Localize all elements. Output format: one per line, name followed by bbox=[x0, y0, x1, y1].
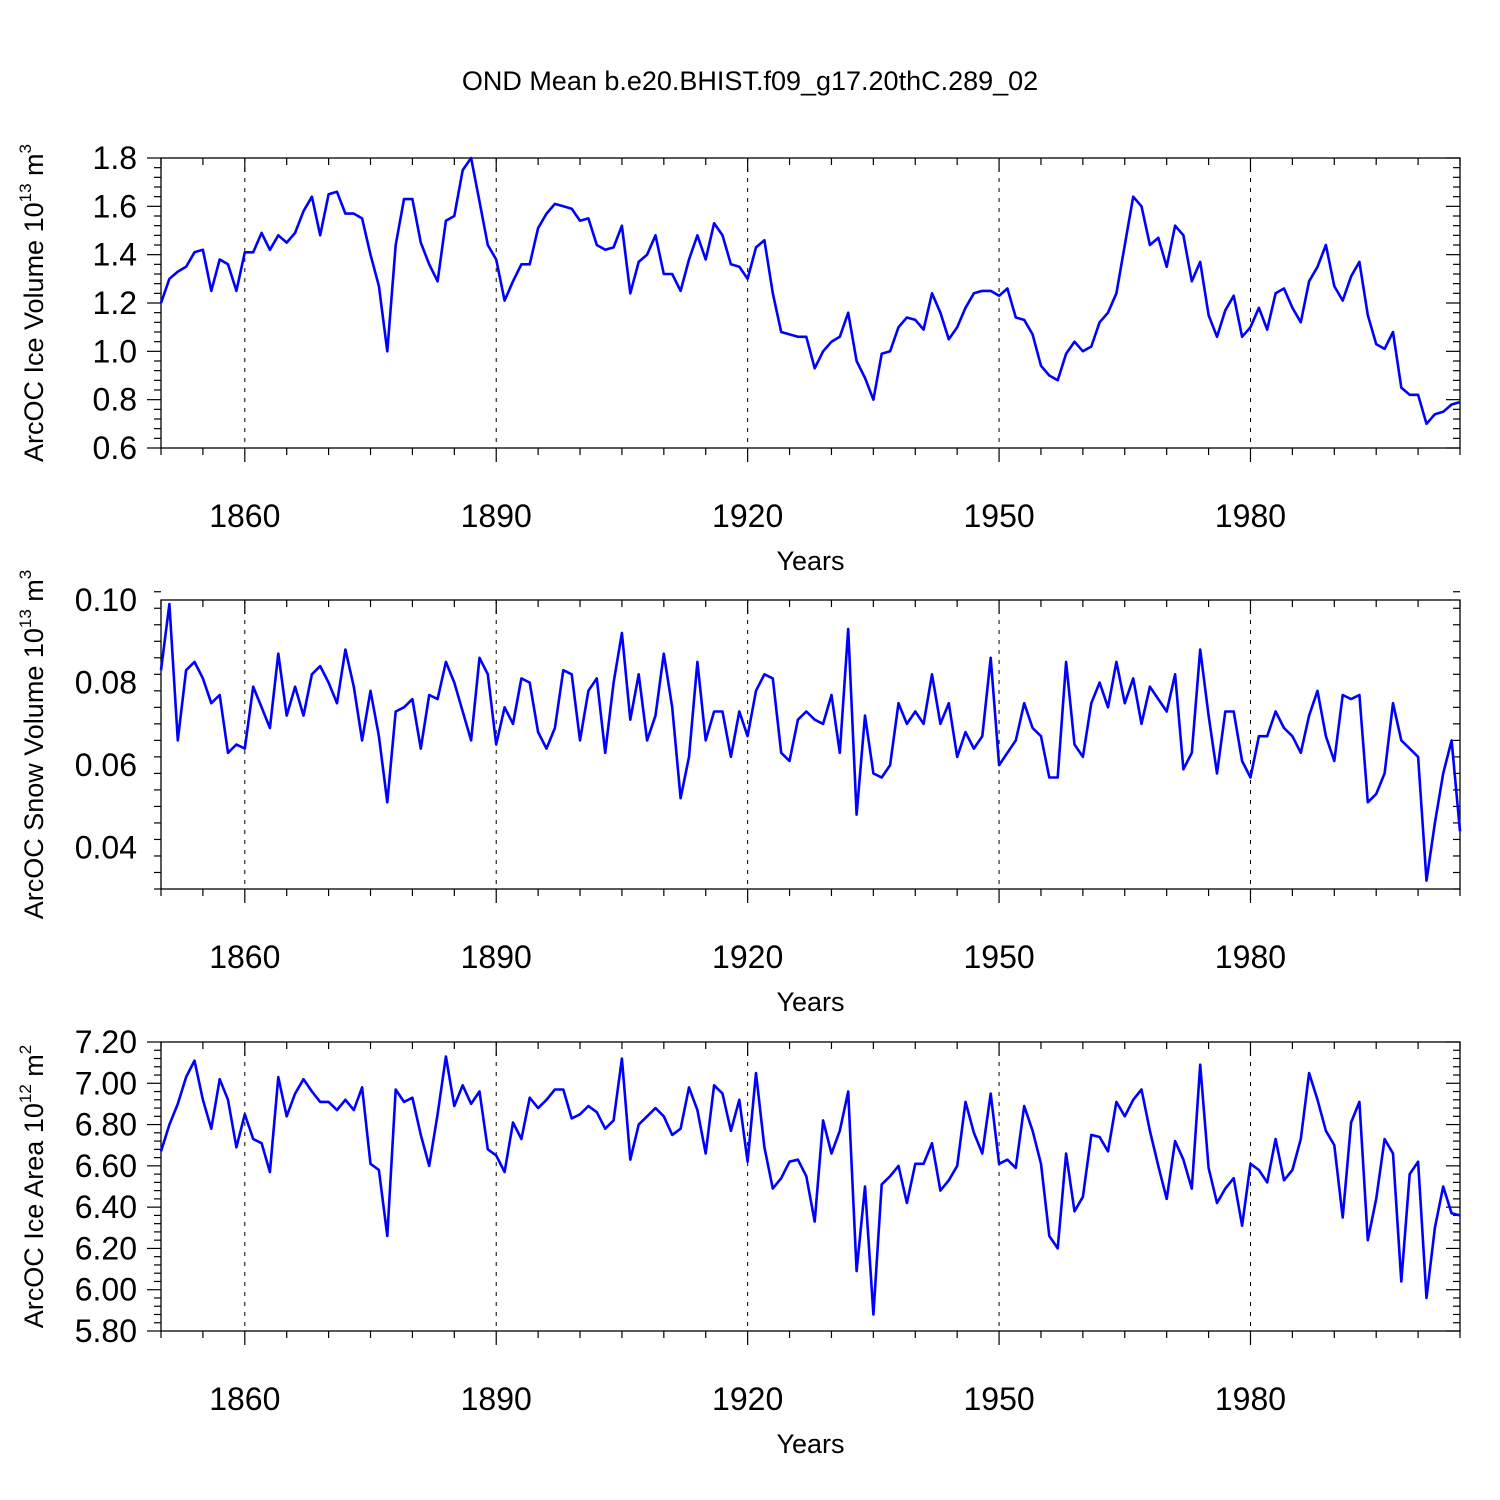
panel-ice-area-xlabel: Years bbox=[776, 1429, 844, 1459]
panel-snow-volume-series-line bbox=[159, 602, 1462, 883]
panel-ice-volume-ylabel: ArcOC Ice Volume 1013 m3 bbox=[16, 144, 49, 462]
panel-ice-volume-ylabel-unit-exp: 3 bbox=[16, 144, 35, 153]
panel-snow-volume-ylabel: ArcOC Snow Volume 1013 m3 bbox=[16, 570, 49, 920]
panel-snow-volume-frame bbox=[160, 599, 1461, 890]
panel-snow-volume-xtick-label: 1860 bbox=[209, 939, 280, 975]
panel-ice-volume-ytick-label: 1.6 bbox=[93, 188, 137, 224]
panel-ice-area-xtick-label: 1950 bbox=[963, 1381, 1034, 1417]
panel-ice-volume-ylabel-main: ArcOC Ice Volume 10 bbox=[19, 202, 49, 462]
panel-ice-area-ylabel-unit-exp: 2 bbox=[16, 1045, 35, 1054]
panel-ice-area-xtick-label: 1890 bbox=[461, 1381, 532, 1417]
panel-ice-volume-ytick-label: 1.0 bbox=[93, 333, 137, 369]
panel-snow-volume-ylabel-unit-exp: 3 bbox=[16, 570, 35, 579]
panel-ice-area-series-line bbox=[159, 1055, 1461, 1316]
figure-title: OND Mean b.e20.BHIST.f09_g17.20thC.289_0… bbox=[462, 66, 1038, 96]
panel-ice-volume: 0.6 0.8 1.0 1.2 1.4 1.6 1.8 1860 1890 1920 1950 198… bbox=[16, 140, 1461, 576]
panel-ice-area-xtick-label: 1980 bbox=[1215, 1381, 1286, 1417]
panel-ice-area-ytick-label: 6.60 bbox=[75, 1148, 137, 1184]
panel-ice-volume-xtick-label: 1980 bbox=[1215, 498, 1286, 534]
panel-ice-volume-ytick-label: 0.6 bbox=[93, 430, 137, 466]
panel-snow-volume-xtick-label: 1920 bbox=[712, 939, 783, 975]
panel-ice-volume-ytick-label: 1.2 bbox=[93, 285, 137, 321]
panel-snow-volume-xtick-label: 1980 bbox=[1215, 939, 1286, 975]
panel-ice-volume-xtick-label: 1950 bbox=[963, 498, 1034, 534]
panel-snow-volume-ytick-label: 0.10 bbox=[75, 582, 137, 618]
panel-ice-area: 5.80 6.00 6.20 6.40 6.60 6.80 7.00 7.20 1860 1890… bbox=[16, 1024, 1461, 1459]
panel-ice-area-ytick-label: 6.00 bbox=[75, 1272, 137, 1308]
panel-snow-volume-xtick-label: 1950 bbox=[963, 939, 1034, 975]
panel-ice-volume-ylabel-unit: m bbox=[19, 153, 49, 183]
panel-snow-volume-ytick-label: 0.06 bbox=[75, 747, 137, 783]
panel-ice-area-ytick-label: 6.80 bbox=[75, 1107, 137, 1143]
panel-snow-volume-ylabel-main: ArcOC Snow Volume 10 bbox=[19, 628, 49, 919]
panel-ice-area-ylabel-main: ArcOC Ice Area 10 bbox=[19, 1103, 49, 1328]
panel-ice-volume-frame bbox=[160, 157, 1461, 449]
panel-snow-volume-ytick-label: 0.04 bbox=[75, 830, 137, 866]
panel-ice-volume-series-line bbox=[159, 156, 1461, 426]
panel-ice-volume-ytick-label: 0.8 bbox=[93, 382, 137, 418]
panels: 0.6 0.8 1.0 1.2 1.4 1.6 1.8 1860 1890 1920 1950 198… bbox=[16, 140, 1462, 1459]
panel-ice-volume-ylabel-exp: 13 bbox=[16, 183, 35, 202]
panel-ice-area-frame bbox=[160, 1041, 1461, 1332]
panel-ice-area-ylabel: ArcOC Ice Area 1012 m2 bbox=[16, 1045, 49, 1329]
panel-ice-area-ytick-label: 5.80 bbox=[75, 1313, 137, 1349]
panel-ice-volume-ytick-label: 1.4 bbox=[93, 237, 137, 273]
panel-snow-volume-ylabel-exp: 13 bbox=[16, 609, 35, 628]
panel-snow-volume-ytick-label: 0.08 bbox=[75, 665, 137, 701]
panel-snow-volume: 0.04 0.06 0.08 0.10 1860 1890 1920 1950 1980 Year… bbox=[16, 570, 1462, 1017]
panel-snow-volume-xtick-label: 1890 bbox=[461, 939, 532, 975]
panel-ice-area-ytick-label: 7.00 bbox=[75, 1065, 137, 1101]
panel-ice-area-ytick-label: 7.20 bbox=[75, 1024, 137, 1060]
panel-ice-area-xtick-label: 1920 bbox=[712, 1381, 783, 1417]
panel-ice-area-ylabel-exp: 12 bbox=[16, 1084, 35, 1103]
panel-ice-area-xtick-label: 1860 bbox=[209, 1381, 280, 1417]
panel-ice-volume-xtick-label: 1890 bbox=[461, 498, 532, 534]
panel-snow-volume-ylabel-unit: m bbox=[19, 579, 49, 609]
panel-ice-area-ytick-label: 6.20 bbox=[75, 1230, 137, 1266]
panel-ice-volume-xlabel: Years bbox=[776, 546, 844, 576]
panel-ice-volume-xtick-label: 1860 bbox=[209, 498, 280, 534]
panel-ice-area-ytick-label: 6.40 bbox=[75, 1189, 137, 1225]
panel-ice-volume-xtick-label: 1920 bbox=[712, 498, 783, 534]
panel-snow-volume-xlabel: Years bbox=[776, 987, 844, 1017]
panel-ice-volume-ytick-label: 1.8 bbox=[93, 140, 137, 176]
panel-ice-area-ylabel-unit: m bbox=[19, 1054, 49, 1084]
